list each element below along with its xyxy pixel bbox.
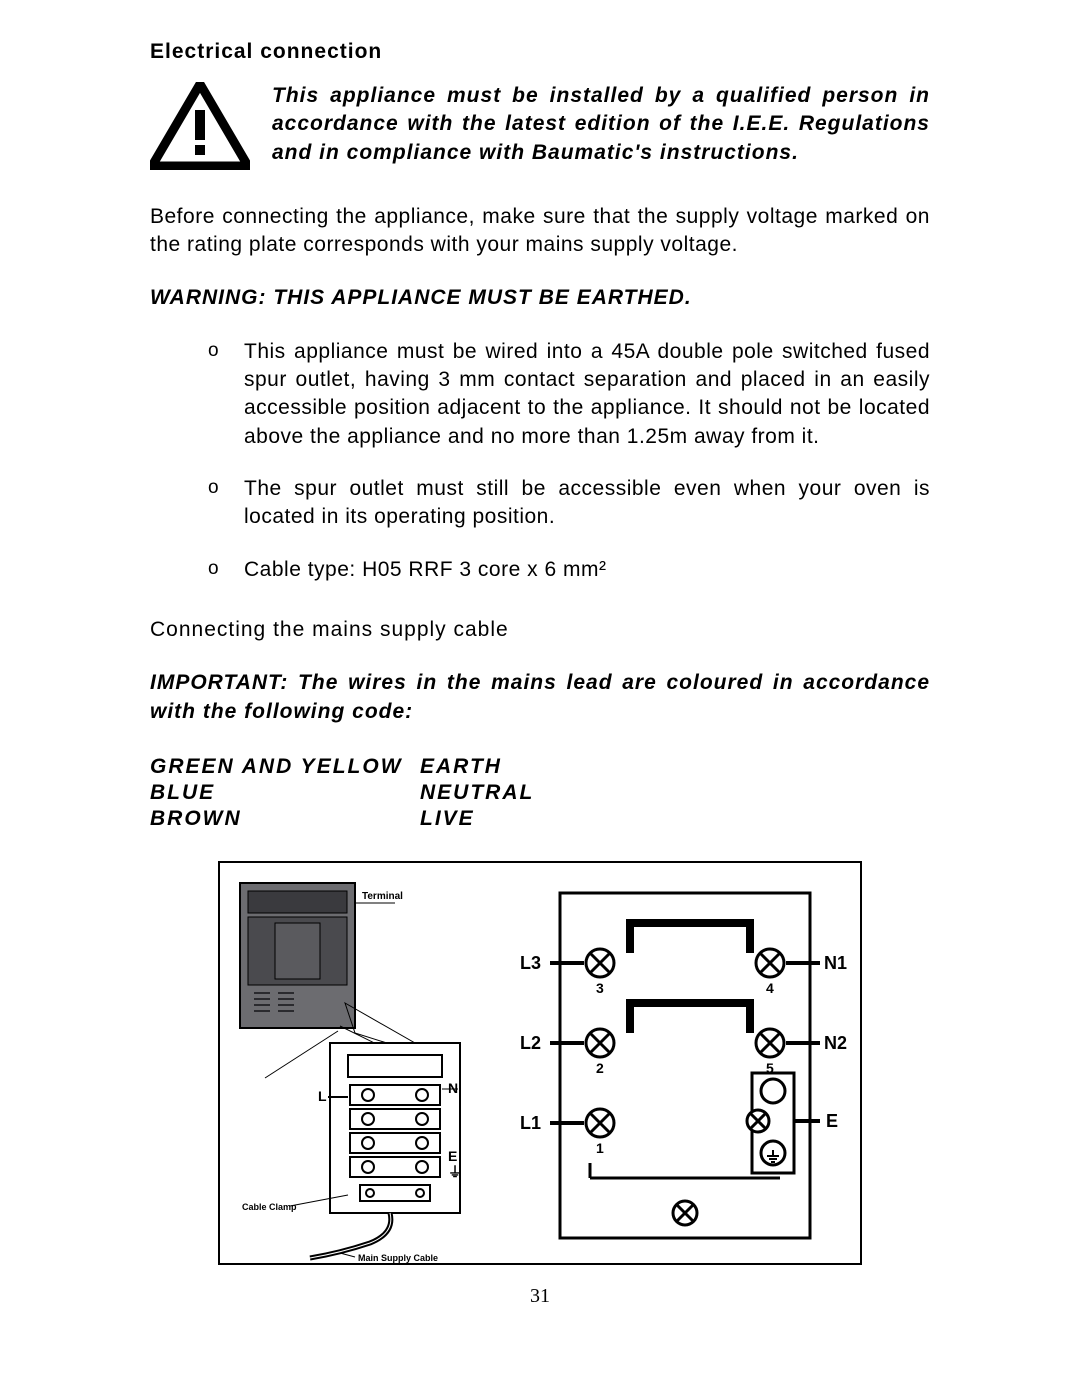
label-N1: N1	[824, 953, 847, 973]
wire-role: EARTH	[420, 755, 930, 779]
wire-colour: BLUE	[150, 781, 420, 805]
wire-role: LIVE	[420, 807, 930, 831]
label-2: 2	[596, 1060, 604, 1076]
list-item: Cable type: H05 RRF 3 core x 6 mm²	[208, 556, 930, 584]
warning-block: This appliance must be installed by a qu…	[150, 82, 930, 175]
list-item: The spur outlet must still be accessible…	[208, 475, 930, 532]
important-note: IMPORTANT: The wires in the mains lead a…	[150, 668, 930, 727]
label-L2: L2	[520, 1033, 541, 1053]
label-3: 3	[596, 980, 604, 996]
mains-heading: Connecting the mains supply cable	[150, 618, 930, 642]
earth-warning: WARNING: THIS APPLIANCE MUST BE EARTHED.	[150, 286, 930, 310]
label-N2: N2	[824, 1033, 847, 1053]
list-item: This appliance must be wired into a 45A …	[208, 338, 930, 451]
label-L3: L3	[520, 953, 541, 973]
label-cable-clamp: Cable Clamp	[242, 1202, 297, 1212]
bullet-list: This appliance must be wired into a 45A …	[150, 338, 930, 584]
label-4: 4	[766, 980, 774, 996]
warning-text: This appliance must be installed by a qu…	[272, 82, 930, 167]
label-1: 1	[596, 1140, 604, 1156]
wire-colour: BROWN	[150, 807, 420, 831]
wiring-diagram: Terminal	[150, 861, 930, 1265]
page-number: 31	[150, 1285, 930, 1308]
label-terminal: Terminal	[362, 891, 403, 902]
wire-role: NEUTRAL	[420, 781, 930, 805]
label-E: E	[448, 1148, 457, 1164]
diagram-right-panel: L3 3 N1 4	[490, 863, 860, 1263]
wire-colour: GREEN AND YELLOW	[150, 755, 420, 779]
voltage-paragraph: Before connecting the appliance, make su…	[150, 203, 930, 260]
label-E-right: E	[826, 1111, 838, 1131]
label-L: L	[318, 1088, 327, 1104]
section-title: Electrical connection	[150, 40, 930, 64]
label-N: N	[448, 1080, 458, 1096]
wire-colour-table: GREEN AND YELLOW EARTH BLUE NEUTRAL BROW…	[150, 755, 930, 831]
label-L1: L1	[520, 1113, 541, 1133]
diagram-left-panel: Terminal	[220, 863, 490, 1263]
label-earth-symbol: ⏚	[448, 1164, 462, 1180]
warning-triangle-icon	[150, 82, 250, 175]
label-main-cable: Main Supply Cable	[358, 1253, 438, 1263]
document-page: Electrical connection This appliance mus…	[0, 0, 1080, 1338]
